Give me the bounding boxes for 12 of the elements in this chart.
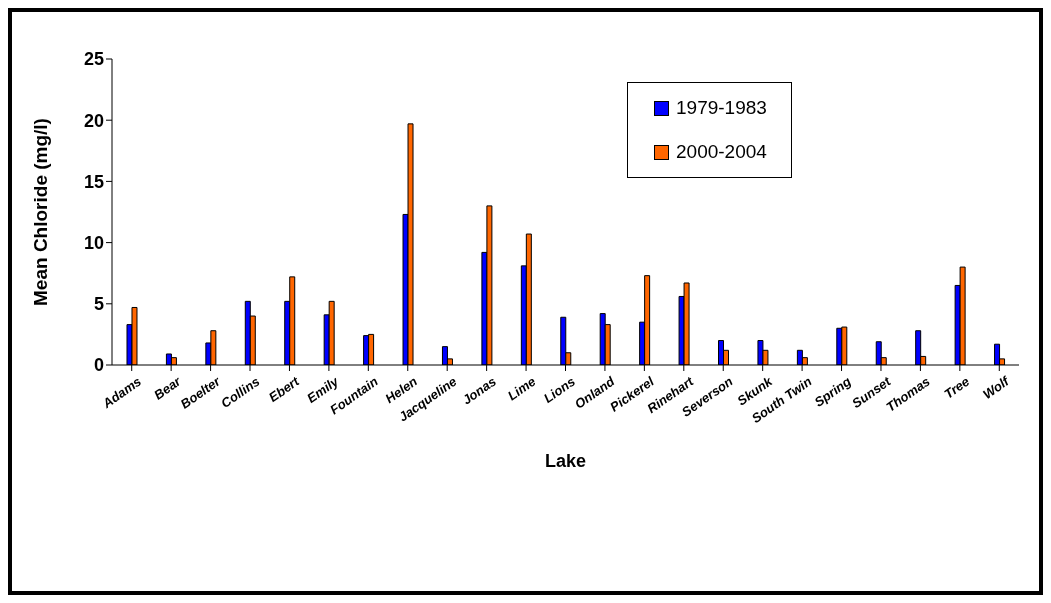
x-axis-title: Lake (544, 451, 587, 471)
y-tick-label: 20 (83, 110, 104, 131)
legend-label: 1979-1983 (676, 97, 767, 119)
x-tick-label: Tree (941, 373, 973, 402)
y-tick-label: 0 (93, 355, 104, 376)
y-tick-label: 10 (83, 232, 104, 253)
y-tick-label: 15 (83, 171, 104, 192)
y-tick-label: 25 (83, 49, 104, 70)
x-tick-label: Lime (504, 373, 539, 404)
y-tick-label: 5 (93, 294, 104, 315)
legend-label: 2000-2004 (676, 141, 767, 163)
y-axis-title: Mean Chloride (mg/l) (29, 118, 51, 306)
